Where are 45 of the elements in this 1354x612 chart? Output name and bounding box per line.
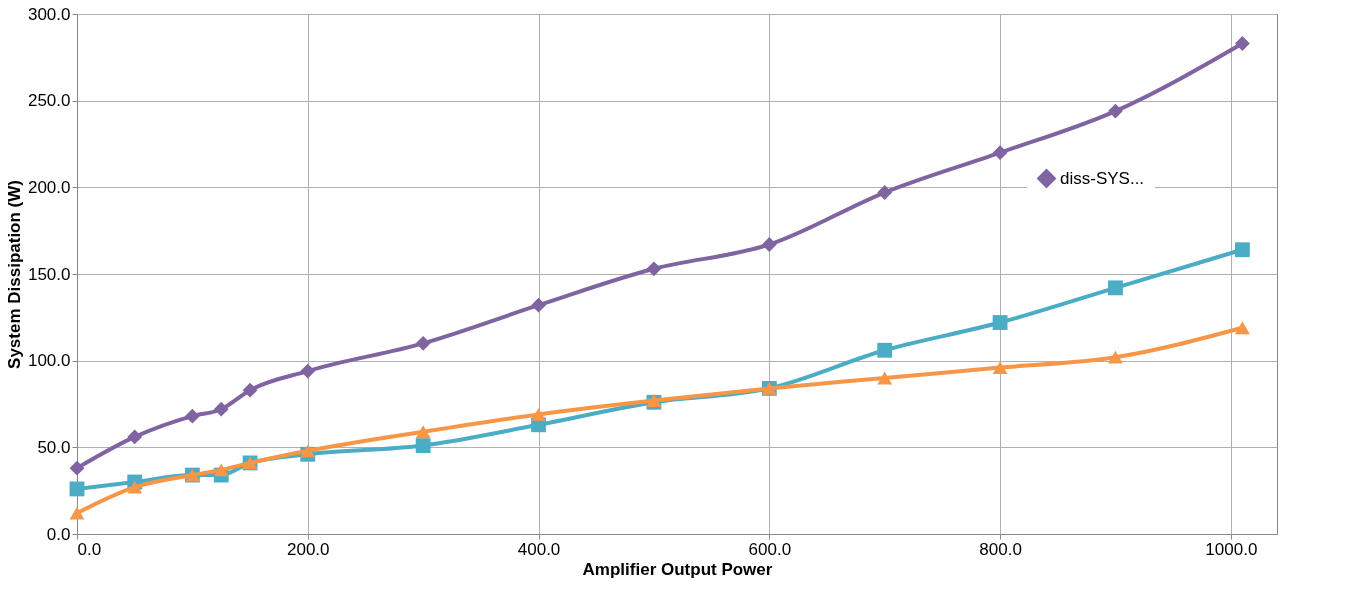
point (415, 438, 431, 454)
y-tick-label: 0.0 (46, 524, 71, 544)
point (127, 480, 143, 494)
point (761, 237, 777, 252)
x-tick-label: 400.0 (517, 539, 561, 559)
point (992, 145, 1008, 161)
point (300, 444, 316, 458)
x-tick-label: 0.0 (77, 539, 102, 559)
point (992, 315, 1008, 330)
point (646, 261, 662, 277)
x-tick-label: 600.0 (748, 539, 792, 559)
y-tick-label: 50.0 (37, 437, 71, 457)
point (531, 297, 546, 313)
point (127, 429, 143, 445)
point (1108, 280, 1123, 296)
y-tick-label: 250.0 (27, 91, 71, 111)
point (1234, 36, 1250, 51)
x-axis-title: Amplifier Output Power (582, 559, 773, 579)
point (1234, 321, 1250, 335)
y-tick-label: 300.0 (27, 4, 71, 24)
point (1108, 350, 1123, 364)
y-tick-label: 150.0 (27, 264, 71, 284)
y-axis-title: System Dissipation (W) (4, 180, 24, 369)
x-tick-label: 800.0 (979, 539, 1022, 559)
y-tick-label: 100.0 (27, 351, 71, 371)
point (69, 460, 85, 476)
point (213, 463, 229, 477)
y-tick-label: 200.0 (27, 177, 71, 197)
legend-label: diss-SYS... (1060, 168, 1145, 188)
point (415, 425, 431, 439)
x-tick-label: 200.0 (287, 539, 330, 559)
point (877, 185, 893, 200)
point (213, 401, 229, 417)
point (69, 506, 85, 520)
point (531, 407, 546, 421)
point (415, 335, 431, 351)
point (992, 361, 1008, 375)
point (877, 342, 893, 358)
point (184, 408, 200, 424)
point (1234, 242, 1250, 258)
x-tick-label: 1000.0 (1205, 539, 1258, 559)
point (242, 382, 258, 398)
point (877, 371, 893, 385)
point (300, 363, 316, 379)
point (1108, 103, 1123, 119)
